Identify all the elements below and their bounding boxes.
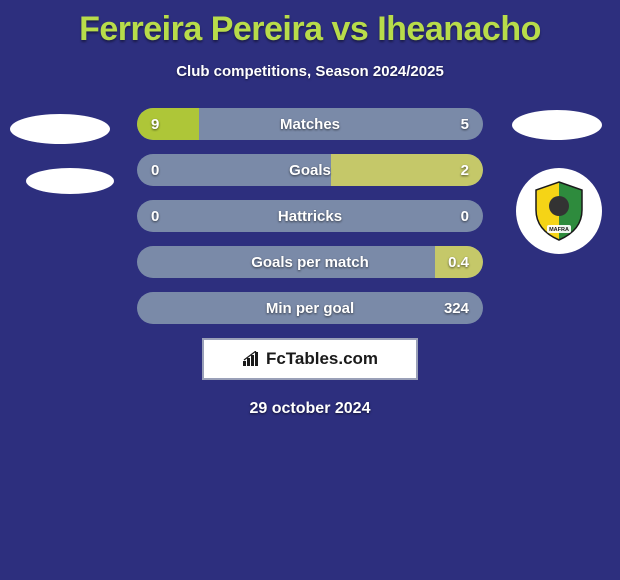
club-badge-text: MAFRA: [549, 227, 569, 233]
page-title: Ferreira Pereira vs Iheanacho: [0, 0, 620, 49]
stat-val-right: 0.4: [448, 246, 469, 278]
stat-label: Matches: [137, 108, 483, 140]
stat-row: 0 Goals 2: [137, 154, 483, 186]
stat-label: Hattricks: [137, 200, 483, 232]
stat-val-right: 0: [461, 200, 469, 232]
stat-rows: 9 Matches 5 0 Goals 2 0 Hattricks 0 Goal…: [137, 108, 483, 324]
date-label: 29 october 2024: [0, 400, 620, 418]
player-right-placeholder: [512, 110, 602, 140]
stat-row: 9 Matches 5: [137, 108, 483, 140]
stat-row: Goals per match 0.4: [137, 246, 483, 278]
stat-label: Goals per match: [137, 246, 483, 278]
shield-icon: MAFRA: [532, 180, 586, 242]
stats-area: MAFRA 9 Matches 5 0 Goals 2 0 Hattricks …: [0, 108, 620, 324]
logo-label: FcTables.com: [266, 349, 378, 369]
player-left-placeholder-1: [10, 114, 110, 144]
stat-row: Min per goal 324: [137, 292, 483, 324]
subtitle: Club competitions, Season 2024/2025: [0, 63, 620, 80]
club-badge: MAFRA: [516, 168, 602, 254]
stat-val-right: 324: [444, 292, 469, 324]
stat-val-right: 5: [461, 108, 469, 140]
stat-row: 0 Hattricks 0: [137, 200, 483, 232]
stat-val-right: 2: [461, 154, 469, 186]
logo-box: FcTables.com: [202, 338, 418, 380]
barchart-icon: [242, 351, 262, 367]
stat-label: Goals: [137, 154, 483, 186]
player-left-placeholder-2: [26, 168, 114, 194]
stat-label: Min per goal: [137, 292, 483, 324]
logo-text: FcTables.com: [242, 349, 378, 369]
